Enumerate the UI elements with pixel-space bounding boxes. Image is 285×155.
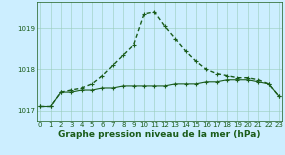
X-axis label: Graphe pression niveau de la mer (hPa): Graphe pression niveau de la mer (hPa): [58, 130, 261, 139]
